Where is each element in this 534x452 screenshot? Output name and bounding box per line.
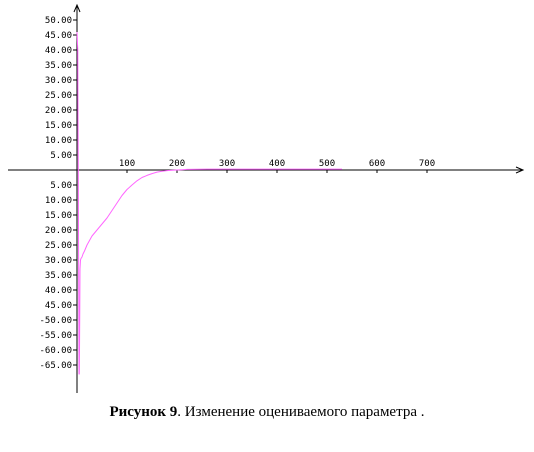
caption-label: Рисунок 9	[109, 404, 178, 420]
y-tick-label: 40.00	[45, 286, 72, 296]
y-ticks: 50.00 45.00 40.00 35.00 30.00 25.00 20.00 15.00…	[39, 16, 77, 371]
y-tick-label: 10.00	[45, 136, 72, 146]
y-tick-label: 20.00	[45, 106, 72, 116]
y-tick-label: 20.00	[45, 226, 72, 236]
y-tick-label: 30.00	[45, 76, 72, 86]
y-tick-label: 45.00	[45, 31, 72, 41]
y-tick-label: -65.00	[39, 361, 72, 371]
x-tick-label: 600	[369, 159, 385, 169]
y-tick-label: 35.00	[45, 61, 72, 71]
y-tick-label: 35.00	[45, 271, 72, 281]
x-axis-arrow	[515, 166, 525, 174]
x-tick-label: 700	[419, 159, 435, 169]
y-tick-label: -50.00	[39, 316, 72, 326]
x-tick-label: 100	[119, 159, 135, 169]
y-tick-label: 40.00	[45, 46, 72, 56]
y-tick-label: 15.00	[45, 211, 72, 221]
caption-text: . Изменение оцениваемого параметра .	[177, 404, 425, 420]
x-ticks: 100 200 300 400 500 600 700	[119, 159, 435, 173]
y-tick-label: 25.00	[45, 241, 72, 251]
chart-svg: 50.00 45.00 40.00 35.00 30.00 25.00 20.00 15.00…	[8, 3, 525, 393]
y-tick-label: 25.00	[45, 91, 72, 101]
x-tick-label: 300	[219, 159, 235, 169]
y-tick-label: -60.00	[39, 346, 72, 356]
series-line-1	[76, 31, 342, 375]
y-tick-label: 45.00	[45, 301, 72, 311]
chart: 50.00 45.00 40.00 35.00 30.00 25.00 20.00 15.00…	[8, 3, 525, 393]
series-group	[76, 31, 342, 375]
y-tick-label: 5.00	[50, 151, 72, 161]
x-tick-label: 500	[319, 159, 335, 169]
figure-caption: Рисунок 9. Изменение оцениваемого параме…	[0, 404, 534, 428]
x-tick-label: 200	[169, 159, 185, 169]
y-tick-label: 50.00	[45, 16, 72, 26]
y-axis-arrow	[73, 3, 81, 13]
y-tick-label: 30.00	[45, 256, 72, 266]
x-tick-label: 400	[269, 159, 285, 169]
y-tick-label: 10.00	[45, 196, 72, 206]
y-tick-label: -55.00	[39, 331, 72, 341]
y-tick-label: 5.00	[50, 181, 72, 191]
axes	[8, 3, 525, 393]
y-tick-label: 15.00	[45, 121, 72, 131]
